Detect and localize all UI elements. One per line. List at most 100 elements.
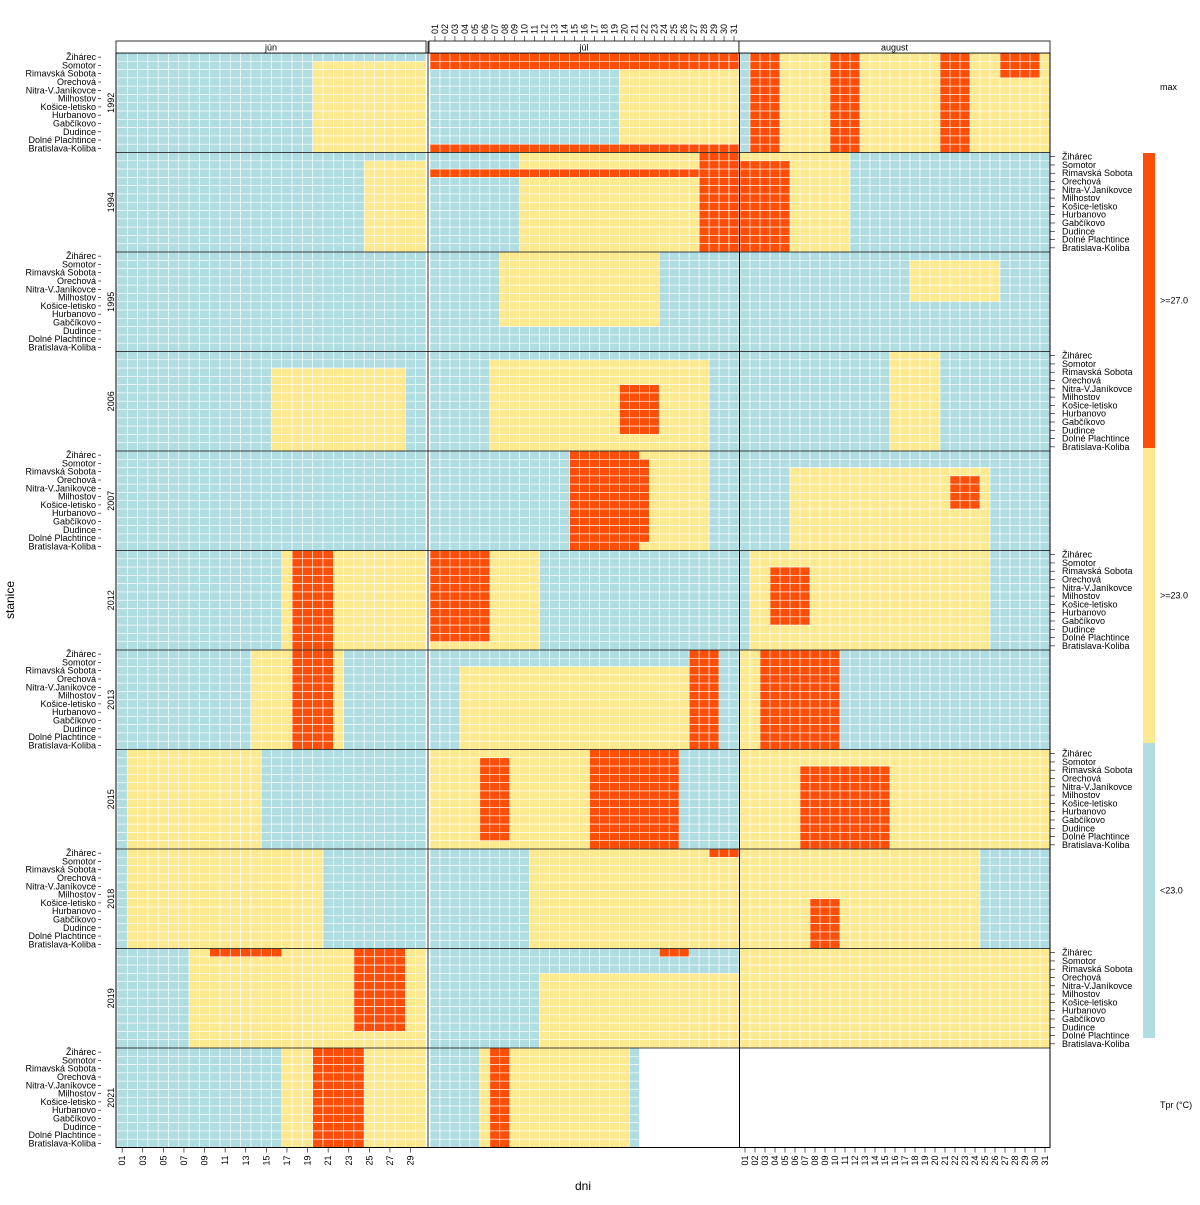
heatmap-cell	[909, 409, 921, 419]
heatmap-cell	[629, 284, 640, 294]
heatmap-cell	[405, 218, 416, 228]
heatmap-cell	[879, 243, 891, 253]
heatmap-cell	[648, 309, 660, 319]
heatmap-cell	[394, 508, 406, 518]
heatmap-cell	[739, 251, 751, 261]
heatmap-cell	[959, 293, 971, 303]
heatmap-cell	[250, 69, 262, 79]
heatmap-cell	[799, 425, 811, 435]
heatmap-cell	[979, 359, 991, 369]
heatmap-cell	[199, 177, 210, 186]
heatmap-cell	[529, 417, 540, 427]
heatmap-cell	[168, 467, 180, 477]
heatmap-cell	[769, 135, 781, 145]
heatmap-cell	[718, 193, 730, 203]
heatmap-cell	[949, 119, 961, 128]
heatmap-cell	[343, 52, 355, 62]
heatmap-cell	[353, 376, 365, 385]
heatmap-cell	[879, 384, 891, 394]
heatmap-cell	[230, 376, 241, 385]
heatmap-cell	[439, 458, 451, 468]
heatmap-cell	[879, 77, 891, 87]
heatmap-cell	[539, 309, 550, 319]
heatmap-cell	[479, 143, 491, 153]
heatmap-cell	[250, 168, 262, 178]
heatmap-cell	[849, 301, 861, 311]
heatmap-cell	[499, 210, 511, 220]
heatmap-cell	[648, 450, 660, 460]
heatmap-cell	[209, 301, 221, 311]
heatmap-cell	[312, 475, 324, 485]
heatmap-cell	[439, 119, 451, 128]
heatmap-cell	[728, 52, 740, 62]
heatmap-cell	[415, 110, 427, 120]
heatmap-cell	[799, 251, 811, 261]
heatmap-cell	[127, 318, 138, 327]
heatmap-cell	[363, 409, 375, 419]
heatmap-cell	[909, 268, 921, 278]
heatmap-cell	[809, 77, 821, 87]
heatmap-cell	[579, 201, 590, 211]
heatmap-cell	[178, 500, 190, 510]
heatmap-cell	[708, 442, 720, 452]
heatmap-cell	[384, 152, 396, 162]
heatmap-cell	[343, 143, 355, 153]
heatmap-cell	[1039, 309, 1051, 319]
heatmap-cell	[539, 127, 550, 137]
heatmap-cell	[929, 127, 941, 137]
heatmap-cell	[394, 268, 406, 278]
heatmap-cell	[209, 276, 221, 286]
heatmap-cell	[859, 160, 871, 170]
heatmap-cell	[678, 119, 690, 128]
heatmap-cell	[1019, 351, 1031, 361]
heatmap-cell	[405, 102, 416, 112]
heatmap-cell	[799, 284, 811, 294]
heatmap-cell	[698, 85, 710, 95]
heatmap-cell	[658, 259, 670, 269]
heatmap-cell	[889, 251, 901, 261]
heatmap-cell	[260, 193, 272, 203]
heatmap-cell	[579, 143, 590, 153]
heatmap-cell	[1019, 434, 1031, 444]
heatmap-cell	[789, 193, 801, 203]
heatmap-cell	[219, 326, 231, 336]
heatmap-cell	[718, 94, 730, 104]
heatmap-cell	[559, 243, 570, 253]
heatmap-cell	[969, 417, 981, 427]
heatmap-cell	[322, 276, 334, 286]
heatmap-cell	[569, 85, 580, 95]
heatmap-cell	[769, 276, 781, 286]
heatmap-cell	[405, 243, 416, 253]
heatmap-cell	[989, 177, 1001, 186]
heatmap-cell	[579, 85, 590, 95]
heatmap-cell	[899, 359, 911, 369]
heatmap-cell	[188, 259, 200, 269]
heatmap-cell	[405, 143, 416, 153]
heatmap-cell	[599, 409, 610, 419]
heatmap-cell	[415, 475, 427, 485]
heatmap-cell	[579, 268, 590, 278]
heatmap-cell	[127, 458, 138, 468]
heatmap-cell	[879, 235, 891, 245]
heatmap-cell	[271, 458, 283, 468]
heatmap-cell	[250, 384, 262, 394]
heatmap-cell	[999, 152, 1011, 162]
heatmap-cell	[469, 434, 481, 444]
heatmap-cell	[779, 284, 791, 294]
heatmap-cell	[509, 425, 521, 435]
heatmap-cell	[1019, 143, 1031, 153]
heatmap-cell	[678, 85, 690, 95]
heatmap-cell	[889, 201, 901, 211]
heatmap-cell	[1039, 60, 1051, 70]
heatmap-cell	[809, 293, 821, 303]
heatmap-cell	[609, 475, 620, 485]
heatmap-cell	[668, 475, 680, 485]
heatmap-cell	[519, 367, 530, 377]
heatmap-cell	[219, 458, 231, 468]
heatmap-cell	[639, 60, 650, 70]
heatmap-cell	[879, 284, 891, 294]
heatmap-cell	[353, 193, 365, 203]
heatmap-cell	[157, 77, 169, 87]
heatmap-cell	[439, 268, 451, 278]
heatmap-cell	[589, 359, 600, 369]
